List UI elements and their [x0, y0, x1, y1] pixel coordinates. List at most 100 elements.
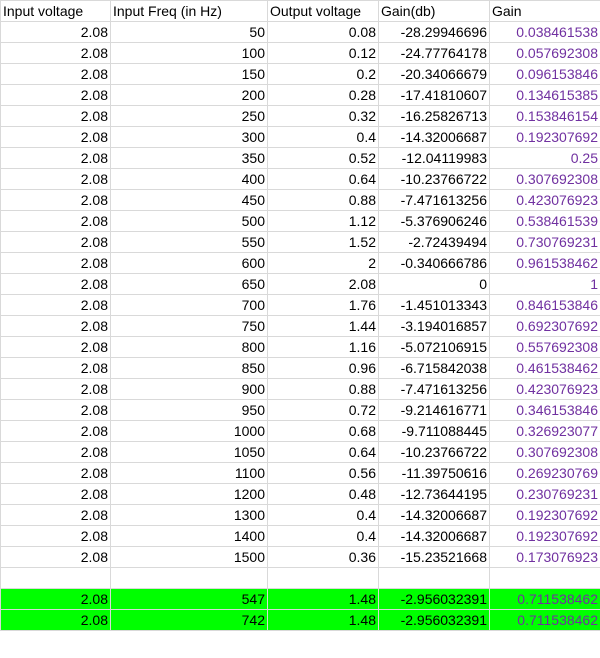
cell-input-voltage[interactable]: 2.08: [0, 336, 111, 358]
cell-input-voltage[interactable]: 2.08: [0, 588, 111, 610]
cell-output-voltage[interactable]: 0.48: [267, 483, 379, 505]
cell-input-voltage[interactable]: 2.08: [0, 504, 111, 526]
cell-gain[interactable]: 0.038461538: [489, 21, 600, 43]
cell-input-voltage[interactable]: 2.08: [0, 399, 111, 421]
cell-gain-db[interactable]: -10.23766722: [378, 168, 490, 190]
cell-input-freq[interactable]: 1400: [110, 525, 268, 547]
header-input-freq[interactable]: Input Freq (in Hz): [110, 0, 268, 22]
cell-gain[interactable]: 0.538461539: [489, 210, 600, 232]
cell-output-voltage[interactable]: 0.88: [267, 378, 379, 400]
cell-gain-db[interactable]: -9.214616771: [378, 399, 490, 421]
cell-gain-db[interactable]: -12.04119983: [378, 147, 490, 169]
cell-input-voltage[interactable]: 2.08: [0, 189, 111, 211]
cell-input-freq[interactable]: 550: [110, 231, 268, 253]
cell-gain[interactable]: 1: [489, 273, 600, 295]
cell-input-freq[interactable]: 650: [110, 273, 268, 295]
cell-gain[interactable]: 0.096153846: [489, 63, 600, 85]
cell-input-voltage[interactable]: 2.08: [0, 252, 111, 274]
cell-output-voltage[interactable]: 2: [267, 252, 379, 274]
cell-gain[interactable]: 0.326923077: [489, 420, 600, 442]
cell-input-freq[interactable]: 350: [110, 147, 268, 169]
cell-input-voltage[interactable]: 2.08: [0, 420, 111, 442]
header-gain-db[interactable]: Gain(db): [378, 0, 490, 22]
header-gain[interactable]: Gain: [489, 0, 600, 22]
cell-input-freq[interactable]: 950: [110, 399, 268, 421]
cell-gain[interactable]: 0.846153846: [489, 294, 600, 316]
cell-gain-db[interactable]: -2.956032391: [378, 609, 490, 631]
cell-gain[interactable]: 0.461538462: [489, 357, 600, 379]
cell-output-voltage[interactable]: 0.28: [267, 84, 379, 106]
cell-input-voltage[interactable]: 2.08: [0, 462, 111, 484]
cell-gain[interactable]: 0.134615385: [489, 84, 600, 106]
empty-cell[interactable]: [0, 567, 111, 589]
cell-gain-db[interactable]: -20.34066679: [378, 63, 490, 85]
cell-input-voltage[interactable]: 2.08: [0, 546, 111, 568]
cell-gain-db[interactable]: -16.25826713: [378, 105, 490, 127]
cell-gain-db[interactable]: -12.73644195: [378, 483, 490, 505]
cell-input-voltage[interactable]: 2.08: [0, 210, 111, 232]
cell-input-voltage[interactable]: 2.08: [0, 294, 111, 316]
cell-output-voltage[interactable]: 0.64: [267, 441, 379, 463]
cell-output-voltage[interactable]: 0.88: [267, 189, 379, 211]
cell-input-freq[interactable]: 500: [110, 210, 268, 232]
header-input-voltage[interactable]: Input voltage: [0, 0, 111, 22]
cell-input-voltage[interactable]: 2.08: [0, 441, 111, 463]
cell-output-voltage[interactable]: 0.36: [267, 546, 379, 568]
cell-output-voltage[interactable]: 0.2: [267, 63, 379, 85]
cell-input-voltage[interactable]: 2.08: [0, 42, 111, 64]
cell-output-voltage[interactable]: 0.68: [267, 420, 379, 442]
cell-gain-db[interactable]: -5.376906246: [378, 210, 490, 232]
cell-input-voltage[interactable]: 2.08: [0, 63, 111, 85]
cell-output-voltage[interactable]: 0.52: [267, 147, 379, 169]
cell-output-voltage[interactable]: 1.48: [267, 609, 379, 631]
empty-cell[interactable]: [378, 567, 490, 589]
cell-input-freq[interactable]: 50: [110, 21, 268, 43]
cell-gain[interactable]: 0.307692308: [489, 168, 600, 190]
cell-input-voltage[interactable]: 2.08: [0, 273, 111, 295]
cell-input-freq[interactable]: 600: [110, 252, 268, 274]
cell-gain[interactable]: 0.730769231: [489, 231, 600, 253]
cell-gain-db[interactable]: -9.711088445: [378, 420, 490, 442]
cell-gain-db[interactable]: -1.451013343: [378, 294, 490, 316]
cell-gain[interactable]: 0.423076923: [489, 189, 600, 211]
cell-input-voltage[interactable]: 2.08: [0, 126, 111, 148]
cell-input-freq[interactable]: 900: [110, 378, 268, 400]
cell-gain-db[interactable]: -14.32006687: [378, 126, 490, 148]
cell-output-voltage[interactable]: 1.16: [267, 336, 379, 358]
cell-input-voltage[interactable]: 2.08: [0, 609, 111, 631]
cell-output-voltage[interactable]: 0.08: [267, 21, 379, 43]
cell-gain[interactable]: 0.961538462: [489, 252, 600, 274]
cell-gain-db[interactable]: -17.41810607: [378, 84, 490, 106]
cell-input-freq[interactable]: 1100: [110, 462, 268, 484]
cell-gain-db[interactable]: -0.340666786: [378, 252, 490, 274]
cell-input-freq[interactable]: 850: [110, 357, 268, 379]
cell-output-voltage[interactable]: 0.4: [267, 504, 379, 526]
cell-gain-db[interactable]: -5.072106915: [378, 336, 490, 358]
cell-input-freq[interactable]: 250: [110, 105, 268, 127]
cell-input-freq[interactable]: 800: [110, 336, 268, 358]
cell-input-voltage[interactable]: 2.08: [0, 378, 111, 400]
cell-input-freq[interactable]: 750: [110, 315, 268, 337]
cell-gain[interactable]: 0.192307692: [489, 504, 600, 526]
cell-input-voltage[interactable]: 2.08: [0, 525, 111, 547]
cell-gain[interactable]: 0.346153846: [489, 399, 600, 421]
cell-gain[interactable]: 0.423076923: [489, 378, 600, 400]
cell-output-voltage[interactable]: 0.4: [267, 525, 379, 547]
cell-input-freq[interactable]: 450: [110, 189, 268, 211]
cell-gain-db[interactable]: -2.956032391: [378, 588, 490, 610]
cell-gain[interactable]: 0.192307692: [489, 525, 600, 547]
cell-gain-db[interactable]: -14.32006687: [378, 504, 490, 526]
cell-output-voltage[interactable]: 0.64: [267, 168, 379, 190]
cell-gain-db[interactable]: -3.194016857: [378, 315, 490, 337]
empty-cell[interactable]: [489, 567, 600, 589]
cell-output-voltage[interactable]: 0.72: [267, 399, 379, 421]
cell-output-voltage[interactable]: 1.44: [267, 315, 379, 337]
cell-output-voltage[interactable]: 0.4: [267, 126, 379, 148]
cell-gain[interactable]: 0.557692308: [489, 336, 600, 358]
empty-cell[interactable]: [110, 567, 268, 589]
cell-output-voltage[interactable]: 1.52: [267, 231, 379, 253]
cell-gain[interactable]: 0.711538462: [489, 588, 600, 610]
cell-input-freq[interactable]: 1300: [110, 504, 268, 526]
cell-gain[interactable]: 0.057692308: [489, 42, 600, 64]
cell-gain[interactable]: 0.711538462: [489, 609, 600, 631]
